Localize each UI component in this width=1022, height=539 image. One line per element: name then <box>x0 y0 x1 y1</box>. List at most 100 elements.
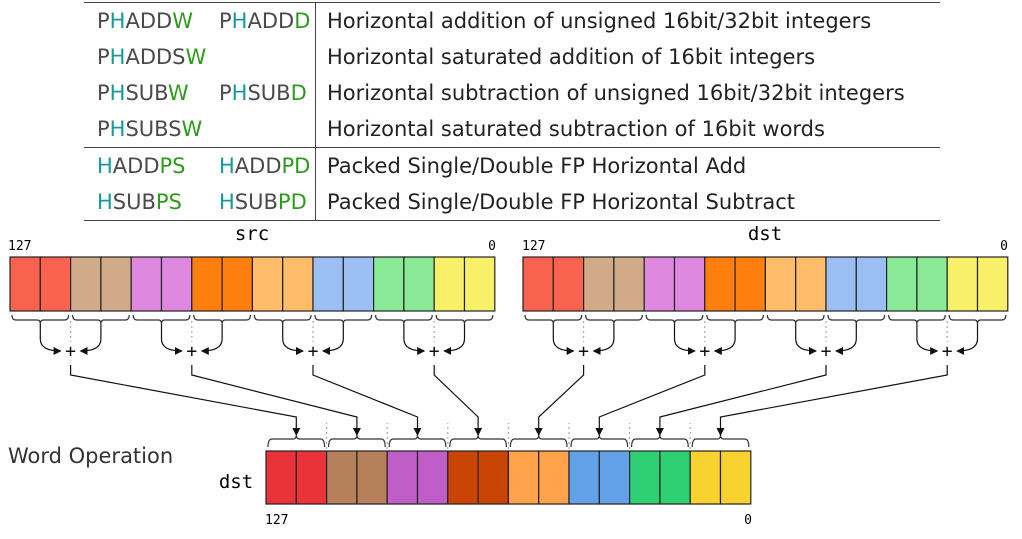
dst-bit-high: 127 <box>522 239 545 254</box>
register-cell <box>568 450 600 505</box>
word-bracket <box>585 314 643 325</box>
mnemonic-part: SUB <box>112 190 156 214</box>
table-row: HADDPS HADDPD Packed Single/Double FP Ho… <box>84 147 940 184</box>
out-bit-high: 127 <box>265 513 288 528</box>
description: Horizontal saturated addition of 16bit i… <box>315 39 940 75</box>
description: Horizontal saturated subtraction of 16bi… <box>315 111 940 148</box>
register-cell <box>795 256 827 312</box>
mnemonic-part: SUB <box>247 81 291 105</box>
word-bracket <box>888 314 946 325</box>
mnemonic: PHSUBW <box>84 75 219 111</box>
register-cell <box>282 256 314 312</box>
operand-arrow <box>322 324 344 355</box>
register-cell <box>312 256 344 312</box>
register-cell <box>39 256 72 312</box>
description: Packed Single/Double FP Horizontal Add <box>315 147 940 184</box>
mnemonic-part: H <box>219 190 235 214</box>
register-cell <box>613 256 645 312</box>
result-arrow <box>655 365 827 436</box>
description: Horizontal subtraction of unsigned 16bit… <box>315 75 940 111</box>
register-cell <box>855 256 888 312</box>
table-row: PHSUBSW Horizontal saturated subtraction… <box>84 111 940 148</box>
word-bracket <box>449 434 507 448</box>
word-bracket <box>253 314 312 325</box>
register-cell <box>477 450 510 505</box>
register-cell <box>507 450 540 505</box>
word-bracket <box>314 314 373 325</box>
register-cell <box>659 450 691 505</box>
register-cell <box>130 256 163 312</box>
register-cell <box>704 256 736 312</box>
output-dst-label: dst <box>219 471 253 493</box>
register-cell <box>719 450 752 505</box>
operation-label: Word Operation <box>8 444 173 468</box>
result-arrow <box>312 365 422 436</box>
plus-icon: + <box>308 341 319 362</box>
word-bracket <box>631 434 689 448</box>
plus-icon: + <box>942 341 953 362</box>
mnemonic-part: PD <box>277 190 307 214</box>
register-cell <box>265 450 297 505</box>
operand-arrow <box>916 324 939 355</box>
register-cell <box>160 256 193 312</box>
register-cell <box>295 450 328 505</box>
src-label: src <box>235 223 269 245</box>
plus-icon: + <box>429 341 440 362</box>
register-cell <box>9 256 41 312</box>
mnemonic-part: P <box>97 81 110 105</box>
result-arrow <box>433 365 483 436</box>
register-cell <box>916 256 948 312</box>
result-arrow <box>595 365 706 436</box>
mnemonic: PHADDD <box>219 2 316 39</box>
mnemonic-part: H <box>109 9 126 33</box>
mnemonic-part: H <box>219 154 235 178</box>
operand-arrow <box>443 324 466 355</box>
table-row: PHADDSW Horizontal saturated addition of… <box>84 39 940 75</box>
word-bracket <box>375 314 433 325</box>
mnemonic-part: PS <box>155 190 182 214</box>
mnemonic-part: P <box>219 81 232 105</box>
register-cell <box>734 256 766 312</box>
register-cell <box>552 256 585 312</box>
mnemonic-part: H <box>97 190 113 214</box>
mnemonic: PHADDW <box>84 2 219 39</box>
operand-arrow <box>673 324 696 355</box>
operand-arrow <box>160 324 183 355</box>
mnemonic-part: H <box>97 154 113 178</box>
register-cell <box>673 256 706 312</box>
register-cell <box>885 256 918 312</box>
out-bit-low: 0 <box>744 513 752 528</box>
mnemonic: HADDPD <box>219 147 316 184</box>
mnemonic-part: ADD <box>112 154 160 178</box>
operand-arrow <box>79 324 102 355</box>
table-row: PHADDW PHADDD Horizontal addition of uns… <box>84 2 940 39</box>
word-bracket <box>132 314 191 325</box>
description: Packed Single/Double FP Horizontal Subtr… <box>315 184 940 221</box>
register-cell <box>538 450 570 505</box>
word-bracket <box>691 434 750 448</box>
word-bracket <box>948 314 1007 325</box>
mnemonic-part: H <box>109 45 126 69</box>
plus-icon: + <box>699 341 710 362</box>
mnemonic-part: P <box>97 117 110 141</box>
mnemonic-part: W <box>181 117 203 141</box>
mnemonic: PHADDSW <box>84 39 219 75</box>
register-cell <box>326 450 358 505</box>
mnemonic-part: SUB <box>125 81 168 105</box>
mnemonic-part: SUBS <box>125 117 182 141</box>
register-cell <box>386 450 419 505</box>
word-bracket <box>328 434 386 448</box>
mnemonic-part: PD <box>281 154 311 178</box>
float-group: HADDPS HADDPD Packed Single/Double FP Ho… <box>84 147 940 221</box>
operand-arrow <box>956 324 979 355</box>
src-bit-low: 0 <box>488 239 496 254</box>
mnemonic: PHSUBD <box>219 75 316 111</box>
mnemonic-part: D <box>290 81 307 105</box>
operand-arrow <box>835 324 857 355</box>
word-bracket <box>524 314 583 325</box>
mnemonic-part: H <box>109 81 126 105</box>
operand-arrow <box>200 324 223 355</box>
register-cell <box>689 450 722 505</box>
register-cell <box>433 256 466 312</box>
mnemonic-part: ADD <box>234 154 282 178</box>
